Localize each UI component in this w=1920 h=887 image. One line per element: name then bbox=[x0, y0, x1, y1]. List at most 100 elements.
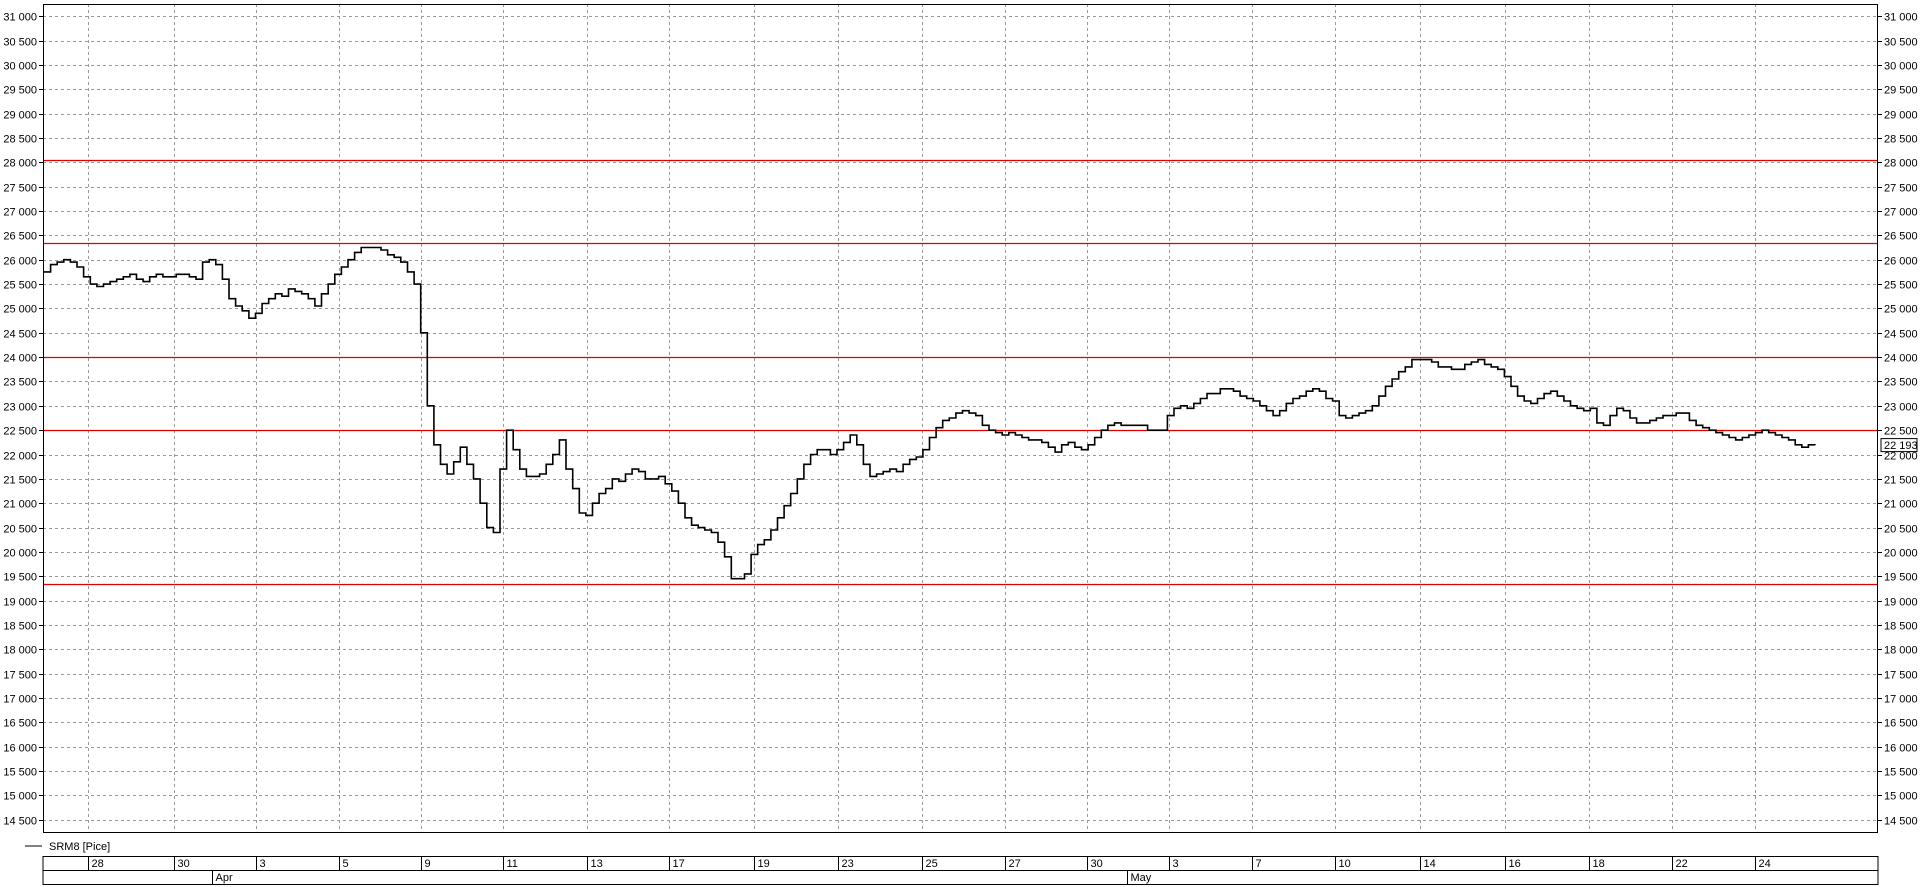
y-tick-label-right: 23 500 bbox=[1884, 377, 1918, 389]
y-tick-label-right: 29 500 bbox=[1884, 85, 1918, 97]
last-value-box bbox=[1880, 438, 1918, 453]
y-tick-label-left: 21 500 bbox=[3, 475, 37, 487]
month-tick-label: May bbox=[1131, 872, 1152, 884]
day-tick-label: 3 bbox=[1173, 858, 1179, 870]
day-tick-label: 27 bbox=[1009, 858, 1021, 870]
y-tick-label-left: 14 500 bbox=[3, 816, 37, 828]
last-value-label: 22 193 bbox=[1884, 440, 1918, 452]
y-tick-label-right: 25 000 bbox=[1884, 304, 1918, 316]
plot-border bbox=[43, 4, 1878, 833]
day-tick-label: 14 bbox=[1424, 858, 1436, 870]
y-tick-label-left: 16 000 bbox=[3, 743, 37, 755]
day-tick-label: 5 bbox=[343, 858, 349, 870]
y-tick-label-right: 17 500 bbox=[1884, 670, 1918, 682]
y-tick-label-left: 20 500 bbox=[3, 524, 37, 536]
y-tick-label-right: 22 500 bbox=[1884, 426, 1918, 438]
y-tick-label-left: 25 000 bbox=[3, 304, 37, 316]
month-axis-row bbox=[42, 870, 1879, 885]
y-tick-label-right: 28 000 bbox=[1884, 158, 1918, 170]
y-tick-label-left: 20 000 bbox=[3, 548, 37, 560]
month-tick-label: Apr bbox=[216, 872, 233, 884]
y-tick-label-right: 21 000 bbox=[1884, 499, 1918, 511]
support-resistance-lines bbox=[43, 159, 1878, 586]
y-tick-label-right: 22 000 bbox=[1884, 451, 1918, 463]
day-tick-label: 25 bbox=[926, 858, 938, 870]
y-tick-label-left: 19 500 bbox=[3, 572, 37, 584]
plot-frame bbox=[43, 4, 1878, 833]
y-tick-label-left: 15 000 bbox=[3, 791, 37, 803]
day-tick-label: 30 bbox=[1091, 858, 1103, 870]
y-tick-label-left: 17 500 bbox=[3, 670, 37, 682]
y-tick-label-right: 26 000 bbox=[1884, 256, 1918, 268]
y-tick-label-left: 31 000 bbox=[3, 12, 37, 24]
y-tick-label-left: 29 500 bbox=[3, 85, 37, 97]
y-tick-label-right: 16 000 bbox=[1884, 743, 1918, 755]
y-tick-label-left: 29 000 bbox=[3, 110, 37, 122]
y-tick-label-left: 23 000 bbox=[3, 402, 37, 414]
y-tick-label-left: 23 500 bbox=[3, 377, 37, 389]
day-tick-label: 17 bbox=[673, 858, 685, 870]
y-tick-label-left: 22 500 bbox=[3, 426, 37, 438]
y-tick-label-left: 19 000 bbox=[3, 597, 37, 609]
y-tick-label-right: 15 500 bbox=[1884, 767, 1918, 779]
y-tick-label-right: 30 000 bbox=[1884, 61, 1918, 73]
y-tick-label-right: 19 500 bbox=[1884, 572, 1918, 584]
y-tick-label-right: 27 000 bbox=[1884, 207, 1918, 219]
y-tick-label-right: 18 000 bbox=[1884, 645, 1918, 657]
grid bbox=[43, 4, 1878, 832]
y-tick-label-left: 26 000 bbox=[3, 256, 37, 268]
y-tick-label-right: 14 500 bbox=[1884, 816, 1918, 828]
y-tick-label-left: 26 500 bbox=[3, 231, 37, 243]
day-tick-label: 3 bbox=[260, 858, 266, 870]
y-tick-label-left: 15 500 bbox=[3, 767, 37, 779]
y-tick-label-right: 24 000 bbox=[1884, 353, 1918, 365]
y-tick-label-left: 28 500 bbox=[3, 134, 37, 146]
day-tick-label: 10 bbox=[1339, 858, 1351, 870]
day-tick-label: 19 bbox=[758, 858, 770, 870]
y-tick-label-right: 19 000 bbox=[1884, 597, 1918, 609]
y-tick-label-right: 24 500 bbox=[1884, 329, 1918, 341]
y-axis-left: 14 500 15 000 15 500 16 000 16 500 17 000 17 5… bbox=[3, 12, 43, 828]
y-tick-label-left: 16 500 bbox=[3, 718, 37, 730]
y-tick-label-left: 30 500 bbox=[3, 37, 37, 49]
y-tick-label-left: 18 500 bbox=[3, 621, 37, 633]
y-tick-label-left: 21 000 bbox=[3, 499, 37, 511]
y-tick-label-left: 24 000 bbox=[3, 353, 37, 365]
y-tick-label-right: 21 500 bbox=[1884, 475, 1918, 487]
y-tick-label-right: 27 500 bbox=[1884, 183, 1918, 195]
y-tick-label-right: 17 000 bbox=[1884, 694, 1918, 706]
y-tick-label-right: 25 500 bbox=[1884, 280, 1918, 292]
y-tick-label-right: 30 500 bbox=[1884, 37, 1918, 49]
legend-entry: SRM8 [Pice] bbox=[49, 841, 110, 853]
day-tick-label: 16 bbox=[1509, 858, 1521, 870]
y-tick-label-right: 18 500 bbox=[1884, 621, 1918, 633]
y-tick-label-right: 26 500 bbox=[1884, 231, 1918, 243]
day-tick-label: 9 bbox=[425, 858, 431, 870]
last-value-marker: 22 193 bbox=[1880, 438, 1918, 453]
y-axis-right: 14 500 15 000 15 500 16 000 16 500 17 000 17 5… bbox=[1878, 12, 1918, 828]
y-tick-label-left: 17 000 bbox=[3, 694, 37, 706]
y-tick-label-right: 15 000 bbox=[1884, 791, 1918, 803]
y-tick-label-right: 23 000 bbox=[1884, 402, 1918, 414]
legend: SRM8 [Pice] bbox=[25, 841, 110, 853]
day-tick-label: 13 bbox=[591, 858, 603, 870]
price-line bbox=[44, 246, 1816, 580]
date-axis: 28 30 3 5 9 11 13 17 19 23 25 27 30 3 7 10 14 16 18 22 24 Apr… bbox=[42, 856, 1879, 885]
y-tick-label-left: 24 500 bbox=[3, 329, 37, 341]
y-tick-label-right: 31 000 bbox=[1884, 12, 1918, 24]
day-tick-label: 7 bbox=[1256, 858, 1262, 870]
day-tick-label: 28 bbox=[92, 858, 104, 870]
day-tick-label: 24 bbox=[1759, 858, 1771, 870]
day-tick-label: 22 bbox=[1676, 858, 1688, 870]
y-tick-label-left: 18 000 bbox=[3, 645, 37, 657]
y-tick-label-right: 20 500 bbox=[1884, 524, 1918, 536]
y-tick-label-left: 30 000 bbox=[3, 61, 37, 73]
y-tick-label-right: 20 000 bbox=[1884, 548, 1918, 560]
y-tick-label-left: 27 000 bbox=[3, 207, 37, 219]
y-tick-label-left: 22 000 bbox=[3, 451, 37, 463]
y-tick-label-left: 25 500 bbox=[3, 280, 37, 292]
y-tick-label-right: 29 000 bbox=[1884, 110, 1918, 122]
y-tick-label-left: 27 500 bbox=[3, 183, 37, 195]
y-tick-label-left: 28 000 bbox=[3, 158, 37, 170]
